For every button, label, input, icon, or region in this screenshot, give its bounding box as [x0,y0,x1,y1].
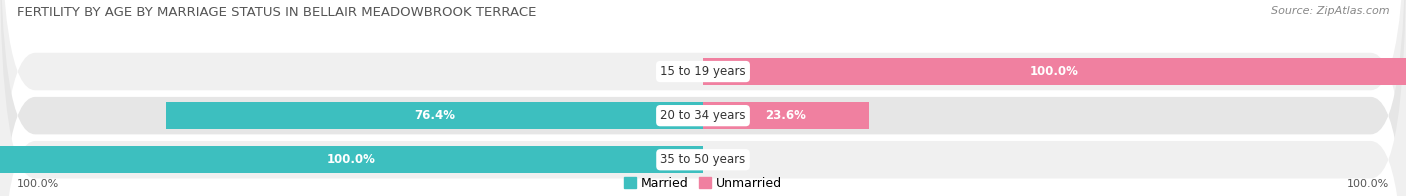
Text: 20 to 34 years: 20 to 34 years [661,109,745,122]
Text: Source: ZipAtlas.com: Source: ZipAtlas.com [1271,6,1389,16]
Text: 35 to 50 years: 35 to 50 years [661,153,745,166]
Bar [703,102,869,129]
Text: 100.0%: 100.0% [17,179,59,189]
Text: 100.0%: 100.0% [1347,179,1389,189]
Text: FERTILITY BY AGE BY MARRIAGE STATUS IN BELLAIR MEADOWBROOK TERRACE: FERTILITY BY AGE BY MARRIAGE STATUS IN B… [17,6,536,19]
Text: 76.4%: 76.4% [413,109,456,122]
Text: 0.0%: 0.0% [659,65,689,78]
Text: 100.0%: 100.0% [328,153,375,166]
Bar [703,58,1406,85]
Text: 100.0%: 100.0% [1031,65,1078,78]
Text: 0.0%: 0.0% [717,153,747,166]
Text: 23.6%: 23.6% [765,109,807,122]
Text: 15 to 19 years: 15 to 19 years [661,65,745,78]
Legend: Married, Unmarried: Married, Unmarried [624,177,782,190]
Bar [0,146,703,173]
Bar [166,102,703,129]
